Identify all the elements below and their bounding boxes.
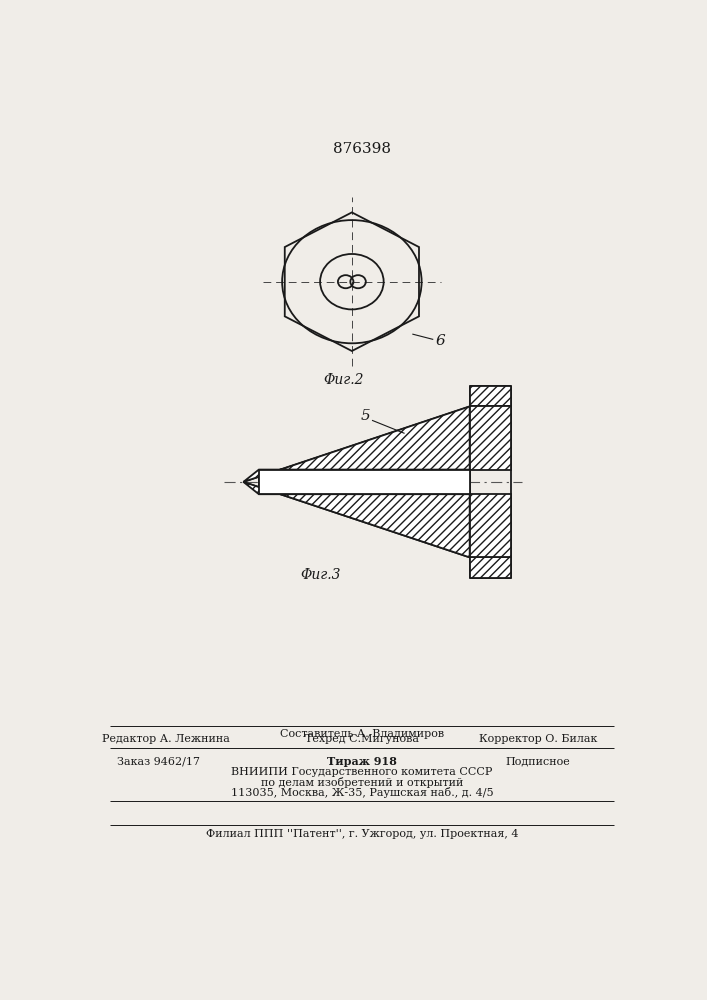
Text: по делам изобретений и открытий: по делам изобретений и открытий [261, 777, 463, 788]
Text: Корректор О. Билак: Корректор О. Билак [479, 734, 597, 744]
Polygon shape [243, 406, 469, 482]
Text: Φиг.2: Φиг.2 [324, 373, 364, 387]
Text: 876398: 876398 [333, 142, 391, 156]
Text: Филиал ППП ''Патент'', г. Ужгород, ул. Проектная, 4: Филиал ППП ''Патент'', г. Ужгород, ул. П… [206, 829, 518, 839]
Text: 6: 6 [436, 334, 445, 348]
Polygon shape [469, 494, 510, 557]
Bar [259, 470, 469, 494]
Text: 113035, Москва, Ж-35, Раушская наб., д. 4/5: 113035, Москва, Ж-35, Раушская наб., д. … [230, 787, 493, 798]
Text: 5: 5 [361, 409, 370, 423]
Text: Техред С.Мигунова: Техред С.Мигунова [305, 734, 419, 744]
Text: ВНИИПИ Государственного комитета СССР: ВНИИПИ Государственного комитета СССР [231, 767, 493, 777]
Text: Φиг.3: Φиг.3 [300, 568, 341, 582]
Text: Редактор А. Лежнина: Редактор А. Лежнина [102, 734, 230, 744]
Polygon shape [469, 557, 510, 578]
Text: Заказ 9462/17: Заказ 9462/17 [117, 756, 199, 766]
Text: Подписное: Подписное [506, 756, 571, 766]
Text: Тираж 918: Тираж 918 [327, 756, 397, 767]
Polygon shape [243, 482, 469, 557]
Text: Составитель А. Владимиров: Составитель А. Владимиров [280, 729, 444, 739]
Polygon shape [469, 386, 510, 406]
Polygon shape [469, 406, 510, 470]
